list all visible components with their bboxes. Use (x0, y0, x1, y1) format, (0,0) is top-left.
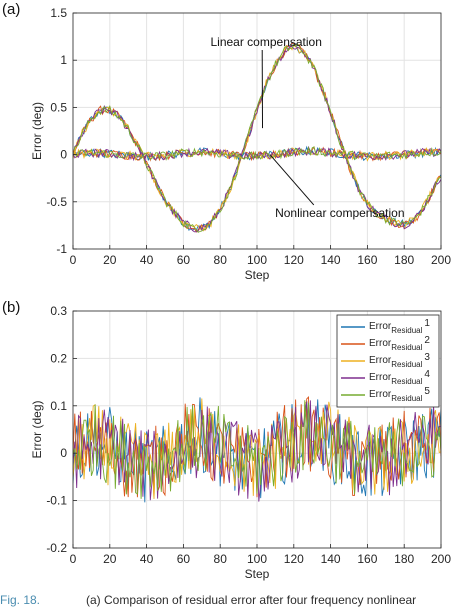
panel-a-x-tick-label: 20 (103, 253, 117, 267)
panel-a-y-tick-label: -1 (56, 242, 67, 256)
panel-a-y-tick-label: 1.5 (50, 6, 67, 20)
panel-a-y-tick-label: 0.5 (50, 100, 67, 114)
series-line-nonlinear-5 (73, 146, 441, 161)
panel-b-y-tick-label: 0.3 (50, 304, 67, 318)
panel-a-x-tick-label: 200 (431, 253, 451, 267)
panel-a-y-tick-label: 0 (60, 148, 67, 162)
panel-b-y-tick-label: -0.1 (46, 494, 67, 508)
panel-b-x-tick-label: 20 (103, 552, 117, 566)
figure-caption: (a) Comparison of residual error after f… (86, 593, 417, 607)
panel-a-x-tick-label: 180 (394, 253, 414, 267)
panel-b-x-tick-label: 120 (284, 552, 304, 566)
caption-prefix: Fig. 18. (0, 593, 41, 607)
panel-a-x-tick-label: 60 (177, 253, 191, 267)
panel-b-y-axis-label: Error (deg) (30, 400, 44, 458)
panel-a-y-axis-label: Error (deg) (30, 102, 44, 160)
panel-a-x-axis-label: Step (245, 268, 270, 282)
panel-b-x-tick-label: 0 (70, 552, 77, 566)
panel-b-x-axis-label: Step (245, 567, 270, 581)
panel-b-x-tick-label: 160 (357, 552, 377, 566)
panel-b-x-tick-label: 200 (431, 552, 451, 566)
panel-b-label: (b) (2, 299, 20, 316)
panel-b-y-tick-label: 0.2 (50, 351, 67, 365)
panel-a-x-tick-label: 80 (214, 253, 228, 267)
panel-b-x-tick-label: 40 (140, 552, 154, 566)
annotation-linear-label: Linear compensation (210, 35, 321, 49)
legend-entry-3: ErrorResidual3 (369, 352, 430, 369)
series-line-nonlinear-4 (73, 145, 441, 162)
panel-b-x-tick-label: 180 (394, 552, 414, 566)
panel-a-x-tick-label: 140 (321, 253, 341, 267)
series-line-linear-3 (73, 44, 441, 232)
panel-b-y-tick-label: -0.2 (46, 541, 67, 555)
series-line-residual-5 (73, 400, 441, 499)
panel-a-y-tick-label: -0.5 (46, 195, 67, 209)
panel-b-x-tick-label: 100 (247, 552, 267, 566)
annotation-nonlinear-arrow (269, 154, 315, 206)
panel-a-y-tick-label: 1 (60, 53, 67, 67)
legend-entry-4: ErrorResidual4 (369, 369, 430, 386)
panel-b-x-tick-label: 140 (321, 552, 341, 566)
legend-entry-1: ErrorResidual1 (369, 318, 430, 335)
panel-b-x-tick-label: 60 (177, 552, 191, 566)
series-line-linear-4 (73, 45, 441, 233)
panel-a-x-tick-label: 100 (247, 253, 267, 267)
panel-a-x-tick-label: 40 (140, 253, 154, 267)
annotation-nonlinear-label: Nonlinear compensation (275, 206, 404, 220)
panel-b-y-tick-label: 0 (60, 446, 67, 460)
series-line-linear-5 (73, 43, 441, 233)
legend-entry-5: ErrorResidual5 (369, 386, 430, 403)
panel-b-y-tick-label: 0.1 (50, 399, 67, 413)
panel-a-x-tick-label: 120 (284, 253, 304, 267)
panel-a-x-tick-label: 160 (357, 253, 377, 267)
panel-a-x-tick-label: 0 (70, 253, 77, 267)
panel-a-label: (a) (2, 1, 20, 18)
legend-entry-2: ErrorResidual2 (369, 335, 430, 352)
panel-b-x-tick-label: 80 (214, 552, 228, 566)
